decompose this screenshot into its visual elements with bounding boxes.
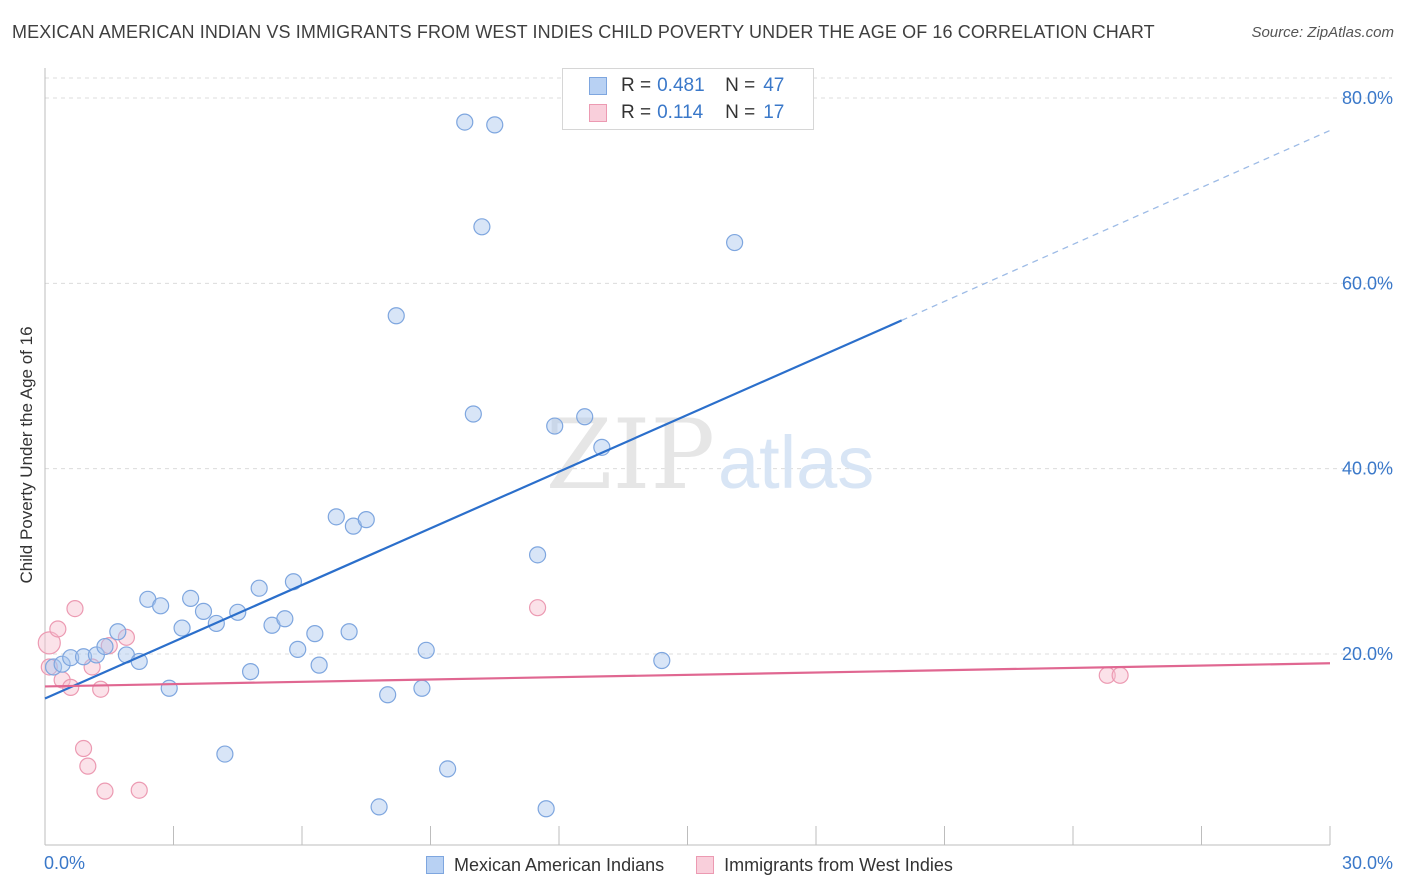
watermark-atlas: atlas <box>718 421 874 504</box>
point-immigrants-west-indies <box>49 620 67 638</box>
y-tick-label: 80.0% <box>1342 88 1393 108</box>
point-immigrants-west-indies <box>1111 666 1129 684</box>
point-mexican-american-indians <box>216 745 234 763</box>
r-label: R = <box>621 75 652 96</box>
point-mexican-american-indians <box>250 579 268 597</box>
point-mexican-american-indians <box>439 760 457 778</box>
r-value-mexican: 0.481 <box>657 75 705 96</box>
point-mexican-american-indians <box>357 511 375 529</box>
y-tick-label: 20.0% <box>1342 644 1393 664</box>
point-mexican-american-indians <box>53 655 71 673</box>
stats-legend-row-mexican: R = 0.481 N = 47 <box>589 74 784 98</box>
point-mexican-american-indians <box>310 656 328 674</box>
point-mexican-american-indians <box>546 417 564 435</box>
n-label: N = <box>725 75 756 96</box>
point-mexican-american-indians <box>327 508 345 526</box>
trendline-mexican-american-indians <box>44 319 903 700</box>
trendline-extension-mexican-american-indians <box>901 129 1331 321</box>
point-immigrants-west-indies <box>96 782 114 800</box>
point-immigrants-west-indies <box>66 599 84 618</box>
point-immigrants-west-indies <box>92 680 110 698</box>
legend-label-mexican: Mexican American Indians <box>454 854 665 875</box>
point-mexican-american-indians <box>152 597 170 615</box>
legend-label-west-indies: Immigrants from West Indies <box>724 854 953 875</box>
point-mexican-american-indians <box>289 640 307 658</box>
point-mexican-american-indians <box>340 623 358 641</box>
chart-title: MEXICAN AMERICAN INDIAN VS IMMIGRANTS FR… <box>12 22 1155 42</box>
legend-item-mexican[interactable]: Mexican American Indians <box>426 855 664 876</box>
point-mexican-american-indians <box>62 649 80 667</box>
legend-swatch-pink <box>589 104 607 122</box>
legend-swatch-blue <box>589 77 607 95</box>
point-immigrants-west-indies <box>40 658 58 676</box>
point-mexican-american-indians <box>182 589 200 608</box>
point-mexican-american-indians <box>242 663 260 681</box>
point-mexican-american-indians <box>74 648 93 666</box>
trendline-immigrants-west-indies <box>44 662 1331 688</box>
point-immigrants-west-indies <box>130 781 148 799</box>
point-mexican-american-indians <box>473 218 491 236</box>
stats-legend: R = 0.481 N = 47 R = 0.114 N = 17 <box>562 68 814 130</box>
point-mexican-american-indians <box>486 116 504 134</box>
legend-swatch-blue <box>426 856 444 874</box>
x-tick-label: 30.0% <box>1342 853 1393 873</box>
point-immigrants-west-indies <box>528 599 547 617</box>
point-immigrants-west-indies <box>74 739 93 758</box>
point-immigrants-west-indies <box>117 628 135 646</box>
point-mexican-american-indians <box>96 637 114 656</box>
point-mexican-american-indians <box>653 651 671 670</box>
series-legend: Mexican American Indians Immigrants from… <box>426 852 985 878</box>
point-mexican-american-indians <box>194 602 213 620</box>
r-label: R = <box>621 102 652 123</box>
y-tick-label: 60.0% <box>1342 273 1393 293</box>
point-mexican-american-indians <box>537 800 555 818</box>
point-mexican-american-indians <box>464 405 482 423</box>
stats-legend-row-west-indies: R = 0.114 N = 17 <box>589 101 784 125</box>
point-mexican-american-indians <box>370 798 388 816</box>
point-mexican-american-indians <box>306 625 324 643</box>
n-label: N = <box>725 102 756 123</box>
point-mexican-american-indians <box>576 408 594 426</box>
n-value-mexican: 47 <box>763 75 785 96</box>
chart-source: Source: ZipAtlas.com <box>1251 24 1394 41</box>
point-immigrants-west-indies <box>79 757 97 775</box>
point-mexican-american-indians <box>413 679 431 697</box>
x-tick-label: 0.0% <box>44 853 85 873</box>
point-mexican-american-indians <box>456 113 474 131</box>
y-tick-label: 40.0% <box>1342 459 1393 479</box>
point-mexican-american-indians <box>528 546 547 564</box>
point-mexican-american-indians <box>109 623 127 641</box>
point-mexican-american-indians <box>160 679 178 697</box>
n-value-west-indies: 17 <box>763 102 785 123</box>
legend-swatch-pink <box>696 856 715 874</box>
point-mexican-american-indians <box>387 307 405 325</box>
point-mexican-american-indians <box>417 641 435 659</box>
r-value-west-indies: 0.114 <box>657 102 704 123</box>
point-mexican-american-indians <box>379 686 397 704</box>
legend-item-west-indies[interactable]: Immigrants from West Indies <box>696 855 953 876</box>
watermark-zip: ZIP <box>546 399 715 511</box>
point-immigrants-west-indies <box>37 631 61 655</box>
point-mexican-american-indians <box>276 610 294 628</box>
point-mexican-american-indians <box>173 619 191 637</box>
point-mexican-american-indians <box>726 233 744 252</box>
